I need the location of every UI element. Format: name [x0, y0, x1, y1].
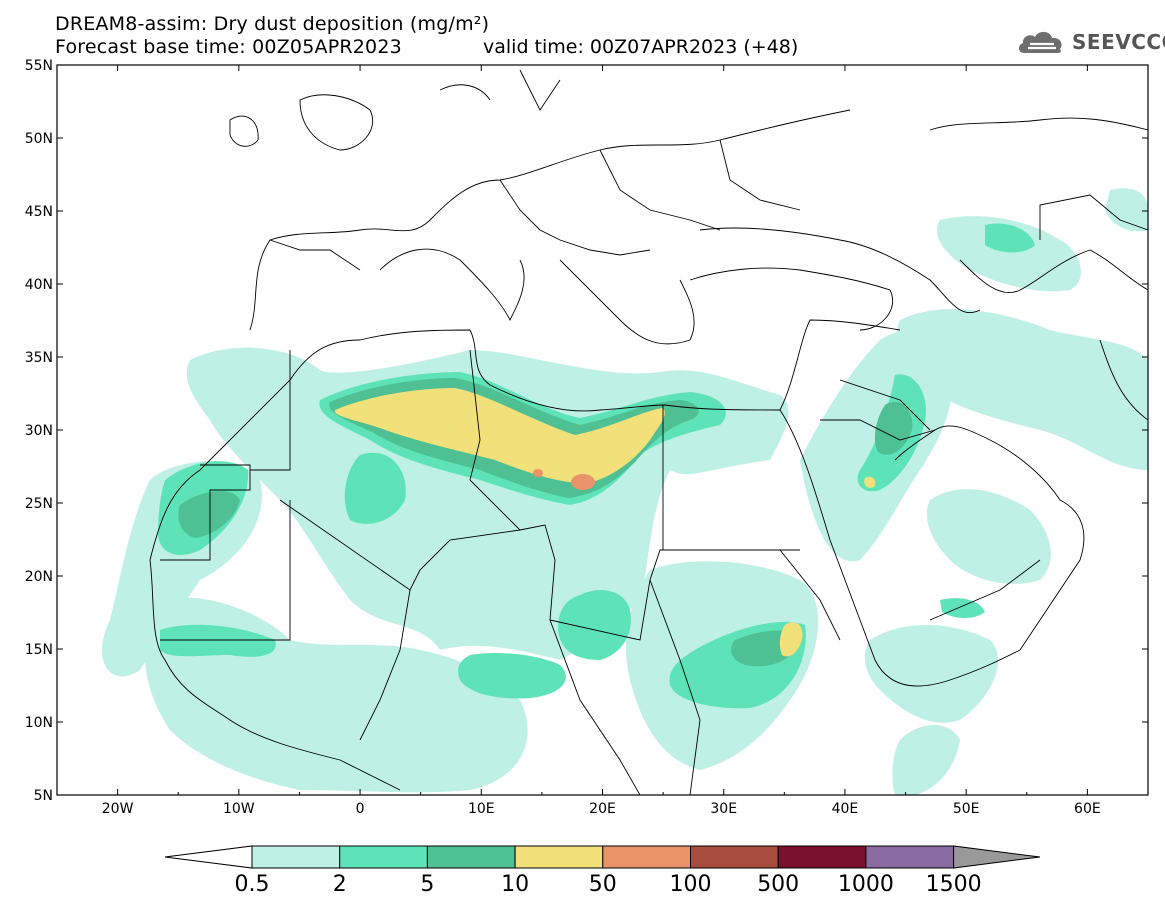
dust-contour-10 [334, 388, 876, 657]
colorbar-label: 500 [757, 872, 799, 897]
lon-tick-label: 50E [953, 801, 980, 817]
colorbar-label: 100 [670, 872, 712, 897]
lat-tick-label: 15N [25, 642, 53, 658]
valid-time-label: valid time: 00Z07APR2023 (+48) [483, 36, 799, 58]
lat-tick-label: 50N [25, 131, 53, 147]
colorbar-label: 10 [501, 872, 529, 897]
coastlines-and-borders [149, 69, 1148, 795]
longitude-axis: 20W 10W 0 10E 20E 30E 40E 50E 60E [56, 65, 1149, 817]
lat-tick-label: 45N [25, 204, 53, 220]
colorbar-label: 2 [333, 872, 347, 897]
colorbar-segment [865, 845, 955, 869]
colorbar-under-triangle [164, 845, 253, 869]
colorbar-label: 5 [420, 872, 434, 897]
lon-tick-label: 60E [1074, 801, 1101, 817]
colorbar-label: 0.5 [235, 872, 270, 897]
lat-tick-label: 20N [25, 569, 53, 585]
lat-tick-label: 55N [25, 58, 53, 74]
lon-tick-label: 0 [356, 801, 365, 817]
map-title: DREAM8-assim: Dry dust deposition (mg/m²… [55, 13, 490, 35]
lat-tick-label: 40N [25, 277, 53, 293]
colorbar-segment [339, 845, 428, 869]
lat-tick-label: 25N [25, 496, 53, 512]
dust-field-layer [101, 188, 1148, 795]
dust-contour-0p5 [101, 188, 1148, 795]
colorbar-segment [426, 845, 516, 869]
lat-tick-label: 35N [25, 350, 53, 366]
lon-tick-label: 30E [710, 801, 737, 817]
lon-tick-label: 10W [223, 801, 255, 817]
colorbar-segment [514, 845, 604, 869]
lon-tick-label: 20E [589, 801, 616, 817]
logo-text: SEEVCCC [1072, 30, 1165, 54]
cloud-icon [1018, 31, 1062, 53]
colorbar-label: 1000 [838, 872, 894, 897]
lon-tick-label: 40E [832, 801, 859, 817]
colorbar-segment [251, 845, 341, 869]
lat-tick-label: 5N [34, 788, 53, 804]
lat-tick-label: 10N [25, 715, 53, 731]
colorbar: 0.5 2 5 10 50 100 500 1000 1500 [164, 845, 1041, 897]
colorbar-segment [602, 845, 691, 869]
colorbar-label: 50 [589, 872, 617, 897]
base-time-label: Forecast base time: 00Z05APR2023 [55, 36, 402, 58]
latitude-axis: 55N 50N 45N 40N 35N 30N 25N 20N 15N 10N 5N [25, 58, 1148, 804]
lon-tick-label: 20W [102, 801, 134, 817]
colorbar-over-triangle [953, 845, 1041, 869]
dust-contour-50 [533, 469, 595, 490]
colorbar-segment [777, 845, 867, 869]
colorbar-segment [690, 845, 779, 869]
seevccc-logo: SEEVCCC [1016, 27, 1165, 57]
lat-tick-label: 30N [25, 423, 53, 439]
lon-tick-label: 10E [468, 801, 495, 817]
colorbar-label: 1500 [926, 872, 982, 897]
